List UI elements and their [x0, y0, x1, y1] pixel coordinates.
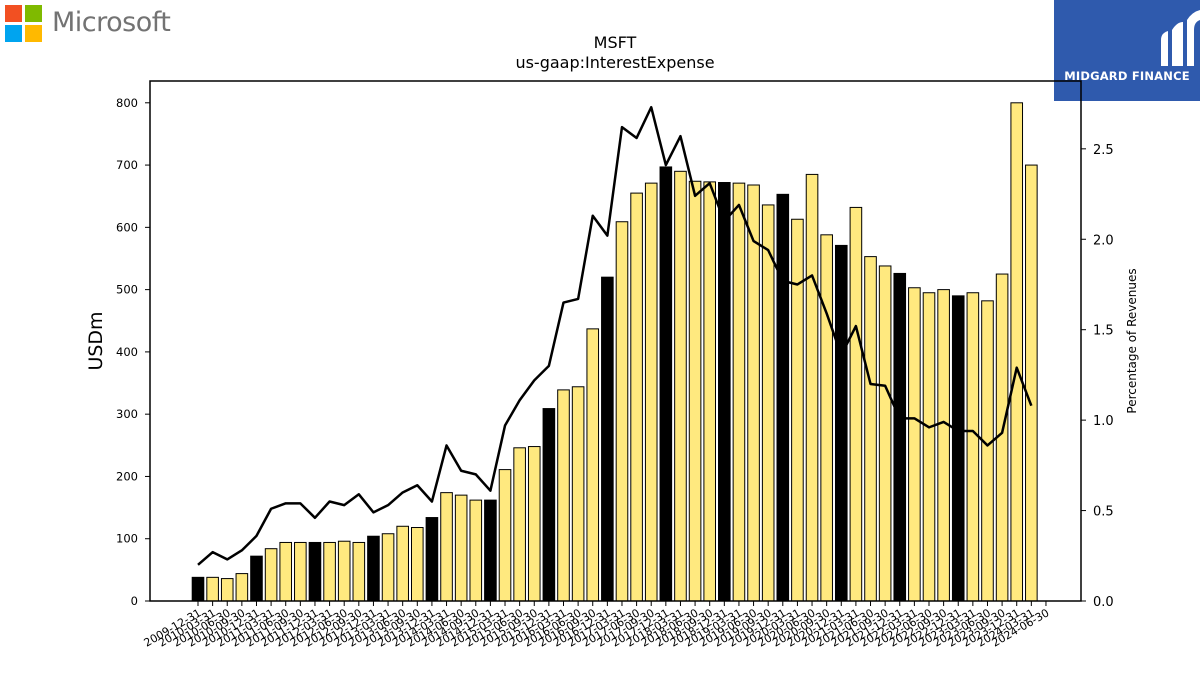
bar: [586, 328, 600, 602]
chart-subtitle: us-gaap:InterestExpense: [515, 53, 714, 72]
bar: [498, 469, 512, 602]
y-tick-label: 0: [131, 594, 138, 608]
bar: [235, 573, 249, 602]
bar: [250, 555, 263, 602]
bar: [1025, 164, 1038, 602]
bar: [337, 540, 351, 602]
y2-tick-label: 1.5: [1093, 324, 1114, 339]
y2-tick-label: 0.5: [1093, 505, 1114, 520]
bar: [922, 292, 936, 602]
bar: [557, 389, 570, 602]
y-axis-label: USDm: [85, 311, 107, 370]
midgard-mark-icon: [1161, 10, 1200, 66]
bar: [937, 289, 950, 602]
bar: [864, 256, 877, 602]
microsoft-logo: Microsoft: [5, 5, 185, 45]
bar: [308, 541, 322, 602]
bar: [294, 541, 307, 602]
bar: [454, 494, 468, 602]
logo-square-yellow: [25, 25, 42, 42]
bar: [542, 408, 556, 602]
bar: [279, 541, 293, 602]
logo-square-red: [5, 5, 22, 22]
bar: [323, 541, 336, 602]
y-tick-label: 500: [116, 283, 138, 297]
y2-axis-label: Percentage of Revenues: [1125, 268, 1139, 413]
y-tick-label: 100: [116, 532, 138, 546]
bar: [834, 244, 848, 602]
bar: [411, 527, 424, 602]
bar: [440, 492, 453, 602]
bar: [571, 386, 585, 602]
bar: [747, 184, 760, 602]
microsoft-wordmark: Microsoft: [52, 7, 171, 38]
bar: [908, 287, 921, 602]
bar: [674, 170, 687, 602]
bar: [206, 576, 219, 602]
y-tick-label: 300: [116, 407, 138, 421]
y-tick-label: 600: [116, 220, 138, 234]
bar: [878, 265, 892, 602]
y2-tick-label: 2.5: [1093, 143, 1114, 158]
line-series: [197, 105, 1033, 566]
bar: [367, 535, 380, 602]
y-tick-label: 800: [116, 96, 138, 110]
bar: [601, 276, 614, 602]
y-tick-label: 200: [116, 469, 138, 483]
logo-square-blue: [5, 25, 22, 42]
bar: [966, 292, 980, 602]
bar: [703, 181, 717, 602]
y2-tick-label: 0.0: [1093, 595, 1114, 610]
bar: [732, 182, 746, 602]
bar: [1010, 102, 1024, 602]
y2-tick-label: 2.0: [1093, 233, 1114, 248]
plot-frame: [149, 80, 1082, 602]
bar: [893, 272, 907, 602]
bar: [688, 180, 702, 602]
bar: [791, 218, 804, 602]
bar: [630, 192, 643, 602]
chart-title: MSFT: [594, 33, 637, 52]
bar: [761, 204, 775, 602]
bar: [425, 517, 439, 602]
bar: [264, 548, 278, 602]
y-tick-label: 700: [116, 158, 138, 172]
bar: [805, 173, 819, 602]
logo-square-green: [25, 5, 42, 22]
bar: [981, 300, 994, 602]
bar: [220, 578, 234, 602]
bar: [352, 541, 366, 602]
bar: [776, 193, 790, 602]
bar-series: [191, 102, 1038, 602]
bar: [396, 525, 409, 602]
bar: [469, 499, 483, 602]
bar: [849, 206, 863, 602]
bar: [484, 499, 497, 602]
bar: [820, 234, 833, 602]
bar: [951, 295, 965, 602]
y-tick-label: 400: [116, 345, 138, 359]
midgard-finance-logo: MIDGARD FINANCE: [1054, 0, 1200, 101]
bar: [527, 446, 541, 602]
bar: [718, 182, 731, 602]
bar: [615, 221, 629, 602]
midgard-wordmark: MIDGARD FINANCE: [1064, 69, 1190, 83]
bar: [191, 576, 205, 602]
axes: 0 100 200 300 400 500 600 700 800 0.0 0.5 1.0 1.5 2.0…: [116, 80, 1114, 650]
bar: [513, 447, 526, 602]
bar: [659, 166, 673, 602]
bar: [644, 182, 658, 602]
y2-tick-label: 1.0: [1093, 414, 1114, 429]
revenue-pct-line: [197, 105, 1033, 566]
bar: [381, 533, 395, 602]
